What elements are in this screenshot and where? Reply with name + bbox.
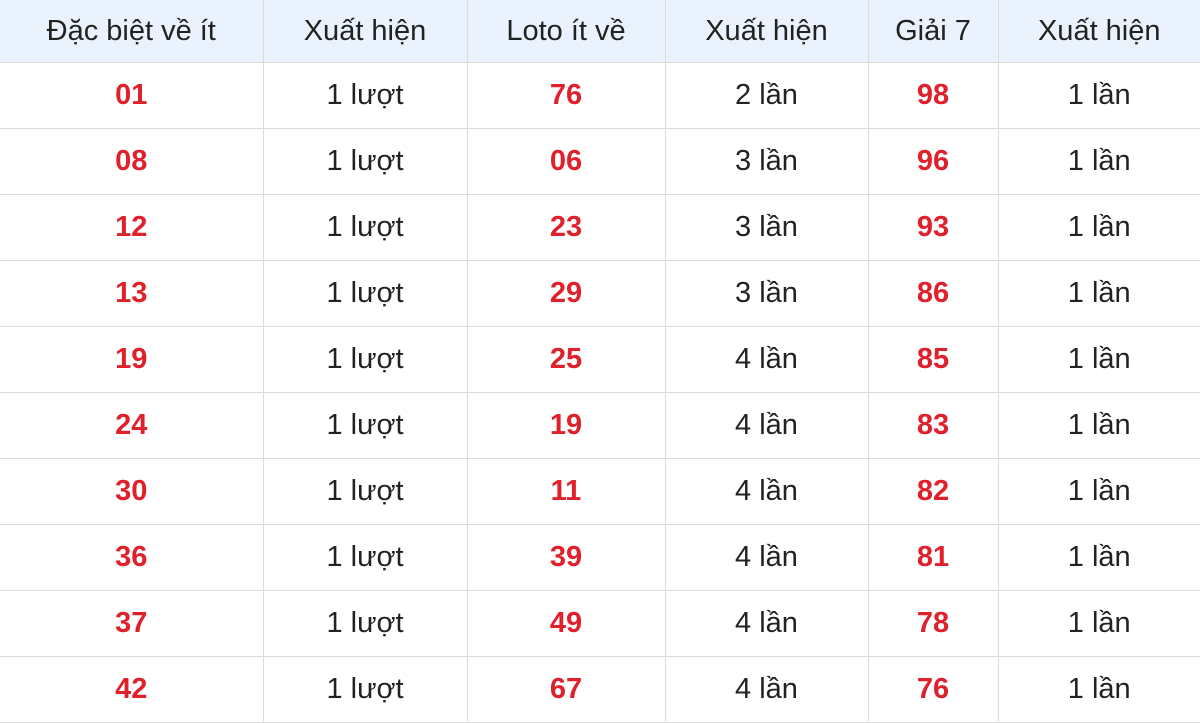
- header-prize7: Giải 7: [867, 0, 999, 63]
- table-body: 01 1 lượt 76 2 lần 98 1 lần 08 1 lượt 06 3 lần 96 1…: [0, 62, 1200, 723]
- table-row: 13 1 lượt 29 3 lần 86 1 lần: [0, 260, 1200, 327]
- loto-number: 49: [466, 590, 666, 657]
- loto-number: 39: [466, 524, 666, 591]
- prize7-count: 1 lần: [997, 656, 1200, 723]
- prize7-count: 1 lần: [997, 590, 1200, 657]
- loto-count: 4 lần: [664, 590, 869, 657]
- loto-number: 67: [466, 656, 666, 723]
- loto-number: 19: [466, 392, 666, 459]
- loto-number: 11: [466, 458, 666, 525]
- header-loto-count: Xuất hiện: [664, 0, 869, 63]
- table-row: 36 1 lượt 39 4 lần 81 1 lần: [0, 524, 1200, 591]
- loto-count: 3 lần: [664, 260, 869, 327]
- special-count: 1 lượt: [262, 62, 468, 129]
- loto-count: 4 lần: [664, 326, 869, 393]
- special-number: 13: [0, 260, 264, 327]
- prize7-number: 93: [867, 194, 999, 261]
- prize7-count: 1 lần: [997, 260, 1200, 327]
- prize7-count: 1 lần: [997, 458, 1200, 525]
- loto-number: 76: [466, 62, 666, 129]
- header-row: Đặc biệt về ít Xuất hiện Loto ít về Xuất hi…: [0, 0, 1200, 63]
- prize7-number: 85: [867, 326, 999, 393]
- special-count: 1 lượt: [262, 326, 468, 393]
- prize7-number: 83: [867, 392, 999, 459]
- prize7-number: 86: [867, 260, 999, 327]
- special-number: 30: [0, 458, 264, 525]
- loto-number: 29: [466, 260, 666, 327]
- loto-count: 4 lần: [664, 458, 869, 525]
- table-row: 30 1 lượt 11 4 lần 82 1 lần: [0, 458, 1200, 525]
- header-loto-least: Loto ít về: [466, 0, 666, 63]
- special-number: 24: [0, 392, 264, 459]
- loto-count: 2 lần: [664, 62, 869, 129]
- loto-count: 3 lần: [664, 128, 869, 195]
- header-special-least: Đặc biệt về ít: [0, 0, 264, 63]
- special-number: 01: [0, 62, 264, 129]
- loto-count: 4 lần: [664, 656, 869, 723]
- loto-number: 25: [466, 326, 666, 393]
- table-row: 12 1 lượt 23 3 lần 93 1 lần: [0, 194, 1200, 261]
- prize7-number: 76: [867, 656, 999, 723]
- special-count: 1 lượt: [262, 260, 468, 327]
- special-number: 08: [0, 128, 264, 195]
- prize7-count: 1 lần: [997, 326, 1200, 393]
- special-number: 36: [0, 524, 264, 591]
- special-number: 37: [0, 590, 264, 657]
- table-row: 37 1 lượt 49 4 lần 78 1 lần: [0, 590, 1200, 657]
- special-count: 1 lượt: [262, 656, 468, 723]
- header-special-count: Xuất hiện: [262, 0, 468, 63]
- special-count: 1 lượt: [262, 458, 468, 525]
- table-row: 24 1 lượt 19 4 lần 83 1 lần: [0, 392, 1200, 459]
- table-row: 19 1 lượt 25 4 lần 85 1 lần: [0, 326, 1200, 393]
- special-number: 12: [0, 194, 264, 261]
- prize7-count: 1 lần: [997, 128, 1200, 195]
- loto-number: 06: [466, 128, 666, 195]
- special-count: 1 lượt: [262, 194, 468, 261]
- table-row: 01 1 lượt 76 2 lần 98 1 lần: [0, 62, 1200, 129]
- loto-count: 4 lần: [664, 524, 869, 591]
- special-number: 42: [0, 656, 264, 723]
- table-row: 08 1 lượt 06 3 lần 96 1 lần: [0, 128, 1200, 195]
- prize7-count: 1 lần: [997, 524, 1200, 591]
- prize7-count: 1 lần: [997, 392, 1200, 459]
- special-count: 1 lượt: [262, 524, 468, 591]
- header-prize7-count: Xuất hiện: [997, 0, 1200, 63]
- prize7-count: 1 lần: [997, 194, 1200, 261]
- prize7-number: 78: [867, 590, 999, 657]
- special-count: 1 lượt: [262, 392, 468, 459]
- special-count: 1 lượt: [262, 590, 468, 657]
- table-row: 42 1 lượt 67 4 lần 76 1 lần: [0, 656, 1200, 723]
- special-count: 1 lượt: [262, 128, 468, 195]
- loto-number: 23: [466, 194, 666, 261]
- loto-count: 4 lần: [664, 392, 869, 459]
- loto-count: 3 lần: [664, 194, 869, 261]
- prize7-count: 1 lần: [997, 62, 1200, 129]
- prize7-number: 96: [867, 128, 999, 195]
- prize7-number: 82: [867, 458, 999, 525]
- prize7-number: 98: [867, 62, 999, 129]
- special-number: 19: [0, 326, 264, 393]
- prize7-number: 81: [867, 524, 999, 591]
